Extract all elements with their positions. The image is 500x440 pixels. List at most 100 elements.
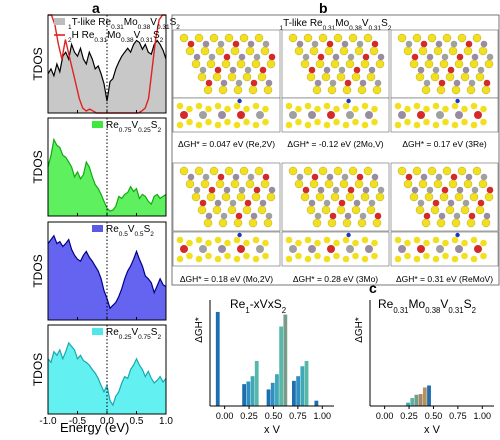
- sulfur-atom: [195, 121, 203, 129]
- sulfur-atom: [397, 166, 407, 176]
- sulfur-atom: [481, 85, 491, 95]
- sulfur-atom: [254, 33, 264, 43]
- metal-atom: [302, 53, 310, 61]
- structures-panel: 1T-like Re0.31Mo0.38V0.31S2 ΔGH* = 0.047 …: [171, 14, 500, 286]
- metal-atom: [362, 186, 370, 194]
- sulfur-atom: [242, 205, 252, 215]
- sulfur-atom: [442, 166, 452, 176]
- bar: [292, 380, 296, 406]
- metal-atom: [411, 186, 419, 194]
- sulfur-atom: [242, 72, 252, 82]
- structure-cell: ΔGH* = 0.18 eV (Mo,2V): [172, 162, 281, 284]
- sulfur-atom: [442, 105, 449, 113]
- sulfur-atom: [461, 105, 468, 113]
- metal-atom: [326, 40, 334, 48]
- sulfur-atom: [197, 72, 207, 82]
- sulfur-atom: [315, 59, 325, 69]
- tdos-fill: [48, 342, 166, 414]
- sulfur-atom: [333, 239, 340, 247]
- bar: [414, 394, 419, 406]
- legend-label: Re0.5V0.5S2: [106, 224, 154, 238]
- metal-atom: [356, 173, 364, 181]
- sulfur-atom: [215, 46, 225, 56]
- sulfur-atom: [397, 33, 407, 43]
- metal-atom: [308, 111, 316, 119]
- metal-atom: [477, 199, 485, 207]
- legend-label: 2H Re0.31Mo0.38V0.31S2: [68, 30, 164, 44]
- metal-atom: [474, 245, 482, 253]
- metal-atom: [465, 173, 473, 181]
- bar: [314, 400, 319, 406]
- tdos-xtick-label: 0.5: [130, 416, 144, 427]
- sulfur-atom: [285, 236, 293, 244]
- tdos-fill: [48, 139, 166, 216]
- metal-atom: [323, 199, 331, 207]
- sulfur-atom: [318, 33, 328, 43]
- metal-atom: [462, 66, 470, 74]
- metal-atom: [199, 245, 207, 253]
- sulfur-atom: [330, 59, 340, 69]
- tdos-xtick-label: 0.0: [100, 416, 114, 427]
- sulfur-atom: [251, 59, 261, 69]
- metal-atom: [377, 53, 385, 61]
- sulfur-atom: [369, 46, 379, 56]
- sulfur-atom: [323, 121, 331, 129]
- tdos-curve: [47, 137, 167, 212]
- metal-atom: [356, 40, 364, 48]
- tdos-xtick-label: 1.0: [159, 416, 173, 427]
- metal-atom: [371, 173, 379, 181]
- sulfur-atom: [327, 85, 337, 95]
- sulfur-atom: [224, 105, 231, 113]
- metal-atom: [441, 186, 449, 194]
- side-view-frame: [172, 231, 281, 267]
- tdos-xlabel: Energy (eV): [60, 420, 129, 435]
- sulfur-atom: [457, 166, 467, 176]
- metal-atom: [323, 66, 331, 74]
- hydrogen-atom: [346, 98, 351, 104]
- sulfur-atom: [363, 33, 373, 43]
- sulfur-atom: [194, 166, 204, 176]
- sulfur-atom: [285, 102, 293, 110]
- metal-atom: [180, 111, 188, 119]
- sulfur-atom: [371, 105, 378, 113]
- metal-atom: [426, 186, 434, 194]
- metal-atom: [199, 199, 207, 207]
- sulfur-atom: [432, 121, 440, 129]
- legend-swatch: [92, 225, 103, 232]
- sulfur-atom: [352, 118, 359, 126]
- sulfur-atom: [333, 252, 340, 260]
- sulfur-atom: [460, 205, 470, 215]
- sulfur-atom: [195, 102, 203, 110]
- metal-atom: [296, 173, 304, 181]
- sulfur-atom: [205, 105, 212, 113]
- sulfur-atom: [436, 85, 446, 95]
- sulfur-atom: [294, 179, 304, 189]
- metal-atom: [256, 111, 264, 119]
- metal-atom: [368, 199, 376, 207]
- sulfur-atom: [205, 118, 212, 126]
- metal-atom: [438, 212, 446, 220]
- metal-atom: [220, 212, 228, 220]
- chart-ylabel: ΔGH*: [194, 317, 205, 343]
- sulfur-atom: [214, 255, 222, 263]
- tdos-curve: [47, 39, 167, 102]
- sulfur-atom: [221, 192, 231, 202]
- sulfur-atom: [176, 236, 184, 244]
- sulfur-atom: [342, 236, 350, 244]
- sulfur-atom: [203, 85, 213, 95]
- sulfur-atom: [333, 33, 343, 43]
- legend-label: Re0.25V0.75S2: [106, 327, 161, 341]
- metal-atom: [420, 173, 428, 181]
- panel-letter-a: a: [92, 0, 100, 16]
- sulfur-atom: [191, 192, 201, 202]
- sulfur-atom: [454, 192, 464, 202]
- sulfur-atom: [363, 166, 373, 176]
- metal-atom: [329, 79, 337, 87]
- sulfur-atom: [470, 236, 478, 244]
- sulfur-atom: [352, 105, 359, 113]
- structure-cell: ΔGH* = 0.047 eV (Re,2V): [172, 29, 281, 149]
- sulfur-atom: [309, 179, 319, 189]
- sulfur-atom: [336, 205, 346, 215]
- sulfur-atom: [257, 205, 267, 215]
